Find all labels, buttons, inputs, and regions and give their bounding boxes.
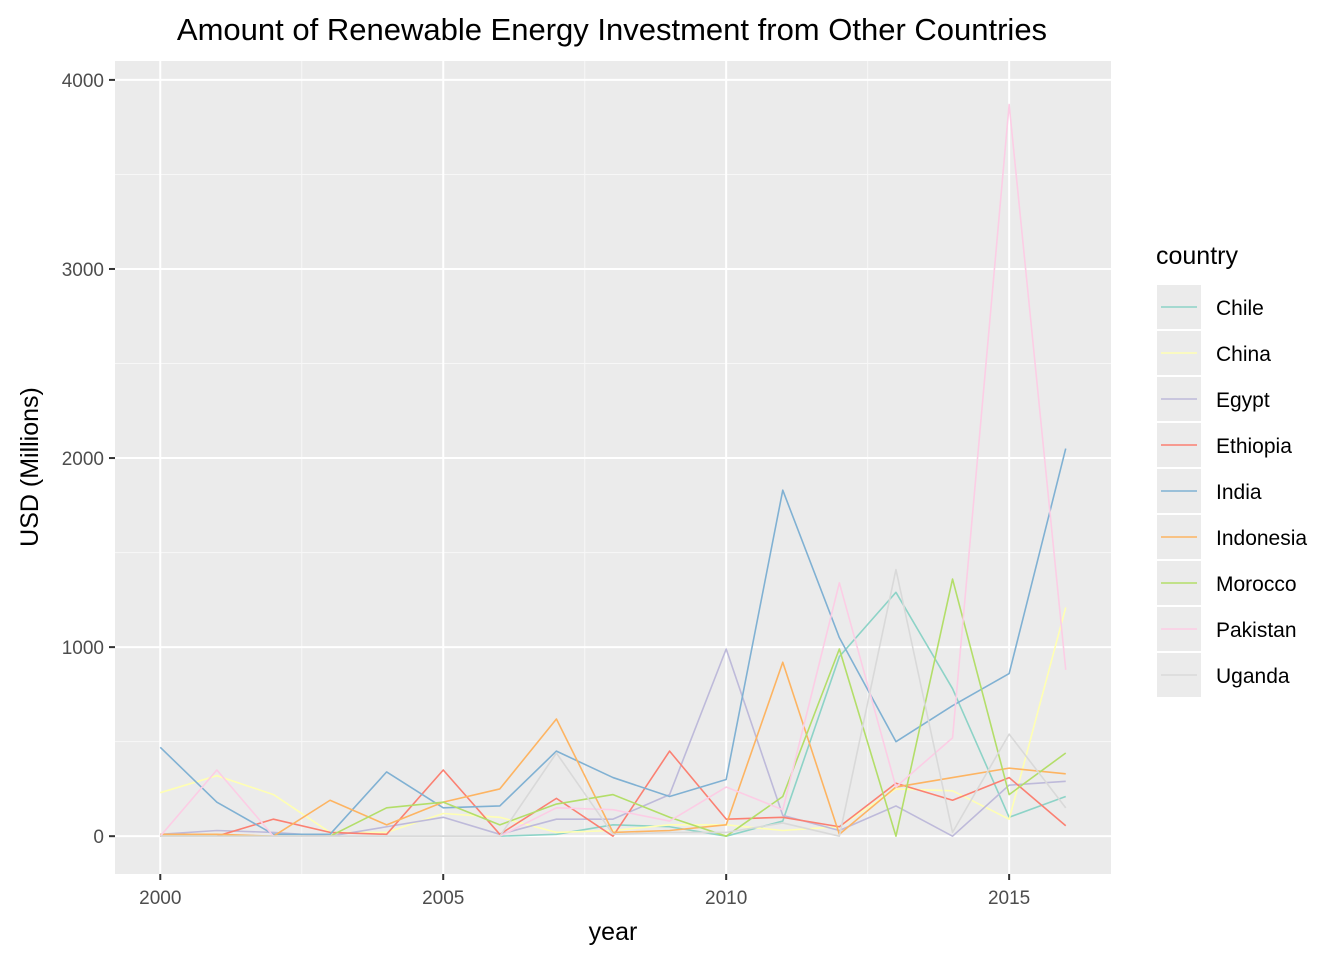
legend-label: Uganda [1216,665,1290,688]
y-tick-label: 3000 [62,260,104,281]
legend-label: Ethiopia [1216,435,1292,458]
legend-label: India [1216,481,1262,504]
legend-label: Indonesia [1216,527,1307,550]
legend-item-ethiopia: Ethiopia [1157,423,1292,467]
legend-item-morocco: Morocco [1157,561,1297,605]
legend: country Chile China Egypt Ethiopia India Indo… [1156,242,1307,697]
legend-item-egypt: Egypt [1157,377,1270,421]
legend-item-india: India [1157,469,1262,513]
y-tick-label: 1000 [62,638,104,659]
series-line-india [159,448,1067,836]
y-tick-label: 0 [93,827,104,848]
series-line-indonesia [160,661,1066,837]
axes: 2000 2005 2010 2015 0 1000 2000 3000 4000 [62,71,1031,909]
legend-label: Morocco [1216,573,1297,596]
legend-item-indonesia: Indonesia [1157,515,1307,559]
legend-label: China [1216,343,1271,366]
y-axis-title: USD (Millions) [16,387,44,547]
legend-label: Pakistan [1216,619,1297,642]
legend-title: country [1156,242,1238,270]
x-axis-title: year [589,918,638,946]
chart-title: Amount of Renewable Energy Investment fr… [177,12,1047,47]
series-lines [159,103,1067,837]
plot-panel [115,61,1111,874]
legend-item-pakistan: Pakistan [1157,607,1297,651]
y-tick-label: 4000 [62,71,104,92]
legend-label: Egypt [1216,389,1270,412]
x-tick-label: 2000 [139,888,181,909]
legend-item-uganda: Uganda [1157,653,1290,697]
legend-items: Chile China Egypt Ethiopia India Indonesia Mor… [1157,285,1307,697]
series-line-uganda [160,568,1067,837]
y-tick-label: 2000 [62,449,104,470]
x-tick-label: 2005 [422,888,464,909]
legend-label: Chile [1216,297,1264,320]
x-tick-label: 2010 [705,888,747,909]
series-line-ethiopia [160,750,1067,837]
legend-item-china: China [1157,331,1271,375]
legend-item-chile: Chile [1157,285,1264,329]
x-tick-label: 2015 [988,888,1030,909]
